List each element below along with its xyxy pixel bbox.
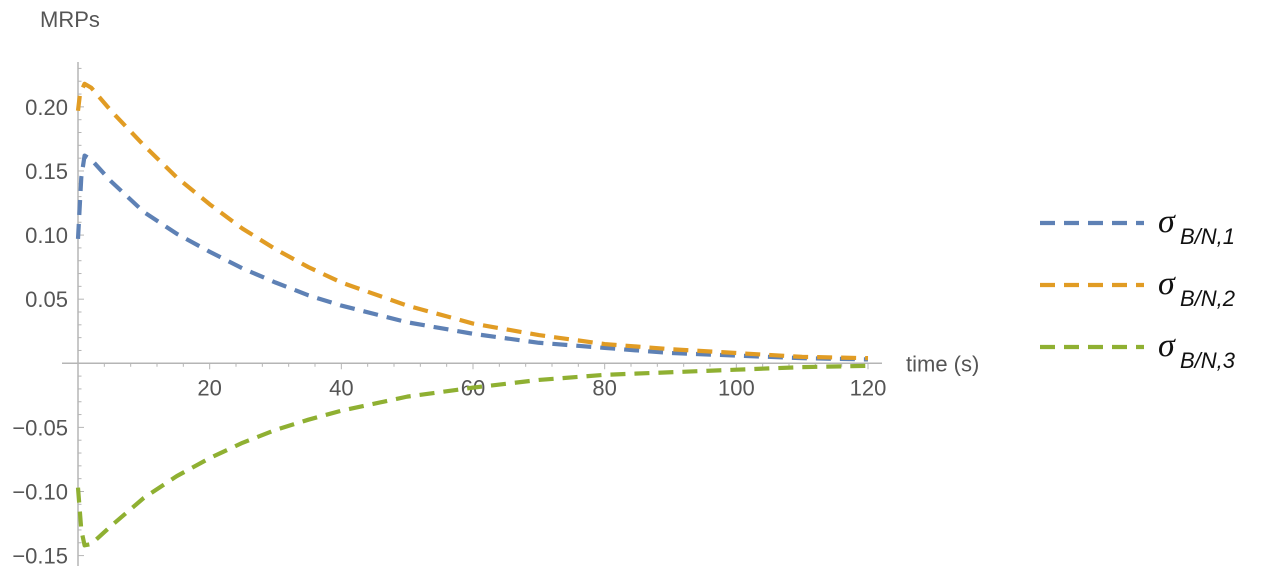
y-axis-title: MRPs: [40, 7, 100, 32]
y-tick-label: −0.05: [12, 415, 68, 440]
y-tick-label: 0.15: [25, 159, 68, 184]
legend-symbol: σ: [1158, 265, 1176, 302]
y-tick-label: 0.10: [25, 223, 68, 248]
legend-label: B/N,1: [1180, 224, 1235, 249]
legend-symbol: σ: [1158, 327, 1176, 364]
tick-labels: 20 40 60 80 100 120−0.15−0.10−0.050.050.100.1…: [12, 95, 886, 569]
series-line-1: [75, 153, 869, 362]
legend-item-3: σ B/N,3: [1040, 327, 1236, 373]
y-tick-label: 0.20: [25, 95, 68, 120]
tick-marks: [78, 67, 869, 557]
legend-label: B/N,2: [1180, 286, 1235, 311]
x-tick-label: 20: [197, 375, 221, 400]
legend-label: B/N,3: [1180, 348, 1236, 373]
axes: [62, 62, 882, 566]
series-line-2: [75, 81, 869, 361]
legend-item-1: σ B/N,1: [1040, 203, 1235, 249]
x-axis-title: time (s): [906, 351, 979, 376]
x-tick-label: 120: [850, 375, 887, 400]
x-tick-label: 40: [329, 375, 353, 400]
legend-symbol: σ: [1158, 203, 1176, 240]
y-tick-label: −0.15: [12, 544, 68, 569]
series-lines: [75, 81, 869, 548]
x-tick-label: 100: [718, 375, 755, 400]
legend: σ B/N,1σ B/N,2σ B/N,3: [1040, 203, 1236, 373]
y-tick-label: 0.05: [25, 287, 68, 312]
legend-item-2: σ B/N,2: [1040, 265, 1235, 311]
y-tick-label: −0.10: [12, 479, 68, 504]
series-line-3: [75, 363, 869, 548]
x-tick-label: 80: [592, 375, 616, 400]
